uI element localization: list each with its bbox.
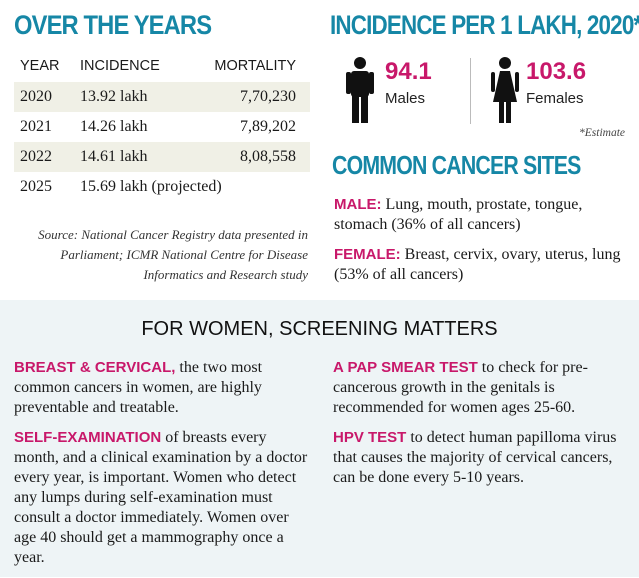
table-row: 2020 13.92 lakh 7,70,230 [14, 82, 310, 112]
estimate-note: *Estimate [579, 127, 625, 139]
female-incidence-stat: 103.6 Females [490, 56, 630, 126]
female-sites-text: Breast, cervix, ovary, uterus, lung (53%… [334, 246, 621, 283]
years-title: OVER THE YEARS [14, 10, 212, 40]
header-year: YEAR [20, 58, 60, 74]
row-incidence: 14.26 lakh [80, 118, 148, 135]
male-incidence-label: Males [385, 90, 426, 107]
row-year: 2021 [20, 118, 52, 135]
self-exam-lead: SELF-EXAMINATION [14, 429, 162, 446]
pap-text: to check for pre-cancerous growth in the… [333, 359, 588, 416]
years-table-header: YEAR INCIDENCE MORTALITY [14, 58, 310, 82]
male-incidence-stat: 94.1 Males [345, 56, 465, 126]
years-table: YEAR INCIDENCE MORTALITY 2020 13.92 lakh… [14, 58, 310, 202]
header-incidence: INCIDENCE [80, 58, 160, 74]
male-sites-label: MALE: [334, 196, 382, 213]
male-incidence-value: 94.1 [385, 58, 432, 85]
hpv-paragraph: HPV TEST to detect human papilloma virus… [333, 428, 633, 488]
row-mortality: 7,70,230 [205, 82, 310, 112]
screening-column-left: BREAST & CERVICAL, the two most common c… [14, 358, 314, 578]
female-incidence-label: Females [526, 90, 584, 107]
source-note: Source: National Cancer Registry data pr… [38, 227, 308, 282]
breast-cervical-paragraph: BREAST & CERVICAL, the two most common c… [14, 358, 314, 418]
female-sites-label: FEMALE: [334, 246, 401, 263]
row-year: 2020 [14, 82, 80, 112]
header-mortality: MORTALITY [214, 58, 296, 74]
breast-cervical-lead: BREAST & CERVICAL, [14, 359, 176, 376]
hpv-text: to detect human papilloma virus that cau… [333, 429, 617, 486]
incidence-title: INCIDENCE PER 1 LAKH, 2020* [330, 10, 639, 40]
table-row: 2025 15.69 lakh (projected) [14, 172, 310, 202]
screening-panel: FOR WOMEN, SCREENING MATTERS BREAST & CE… [0, 300, 639, 577]
stat-divider [470, 58, 471, 124]
screening-heading: FOR WOMEN, SCREENING MATTERS [141, 318, 498, 340]
sites-title: COMMON CANCER SITES [332, 150, 581, 180]
self-exam-paragraph: SELF-EXAMINATION of breasts every month,… [14, 428, 314, 568]
female-incidence-value: 103.6 [526, 58, 587, 85]
breast-cervical-text: the two most common cancers in women, ar… [14, 359, 263, 416]
pap-paragraph: A PAP SMEAR TEST to check for pre-cancer… [333, 358, 633, 418]
female-sites: FEMALE: Breast, cervix, ovary, uterus, l… [334, 245, 634, 285]
row-mortality: 7,89,202 [240, 118, 296, 135]
row-mortality: 8,08,558 [205, 142, 310, 172]
row-incidence: 15.69 lakh (projected) [80, 178, 222, 195]
hpv-lead: HPV TEST [333, 429, 407, 446]
male-figure-icon [346, 57, 374, 123]
table-row: 2022 14.61 lakh 8,08,558 [14, 142, 310, 172]
female-figure-icon [491, 57, 519, 123]
self-exam-text: of breasts every month, and a clinical e… [14, 429, 308, 566]
male-sites: MALE: Lung, mouth, prostate, tongue, sto… [334, 195, 634, 235]
row-year: 2025 [20, 178, 52, 195]
row-incidence: 13.92 lakh [80, 82, 205, 112]
row-incidence: 14.61 lakh [80, 142, 205, 172]
male-sites-text: Lung, mouth, prostate, tongue, stomach (… [334, 196, 583, 233]
row-year: 2022 [14, 142, 80, 172]
screening-column-right: A PAP SMEAR TEST to check for pre-cancer… [333, 358, 633, 498]
table-row: 2021 14.26 lakh 7,89,202 [14, 112, 310, 142]
pap-lead: A PAP SMEAR TEST [333, 359, 478, 376]
